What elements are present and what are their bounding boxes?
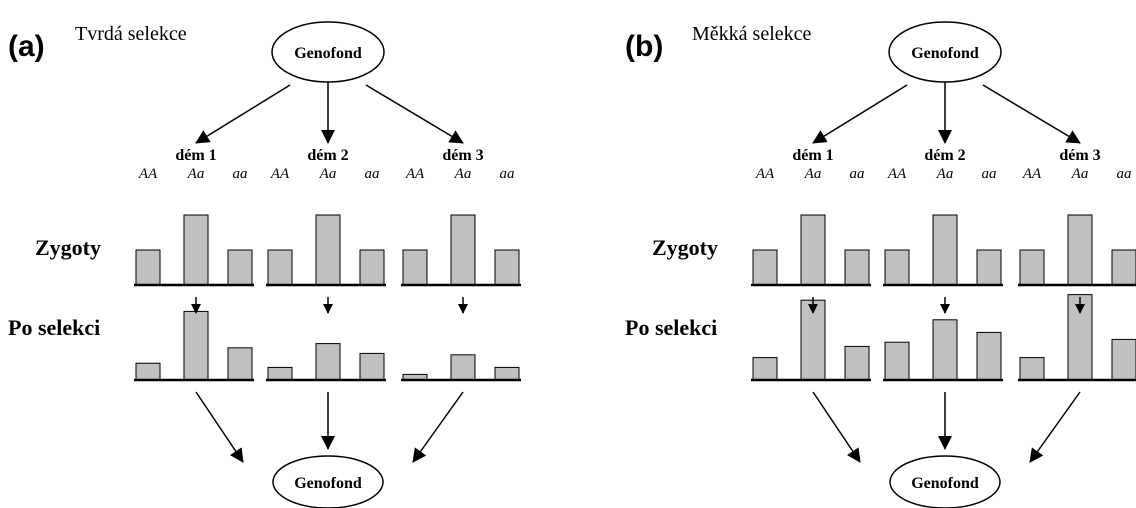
arrow [365, 84, 464, 144]
genotype-label: aa [365, 166, 380, 182]
arrow [412, 391, 464, 463]
bar [1067, 214, 1093, 286]
bar [359, 249, 385, 286]
genotype-label: aa [233, 166, 248, 182]
genotype-label: AA [270, 166, 290, 182]
genotype-label: AA [405, 166, 425, 182]
bar [359, 352, 385, 381]
deme-label: dém 3 [1059, 147, 1100, 164]
bar [315, 343, 341, 381]
deme-label: dém 1 [175, 147, 216, 164]
bar [267, 366, 293, 381]
bar [932, 214, 958, 286]
bar [1019, 249, 1045, 286]
bar [844, 345, 870, 381]
genotype-label: aa [850, 166, 865, 182]
arrow [195, 84, 291, 144]
genotype-label: Aa [936, 166, 954, 182]
bar [183, 214, 209, 286]
arrow [982, 84, 1081, 144]
bar [135, 249, 161, 286]
bar [884, 249, 910, 286]
arrow [812, 84, 908, 144]
genotype-label: AA [755, 166, 775, 182]
pool-bottom-label: Genofond [911, 475, 979, 492]
bar [844, 249, 870, 286]
pool-bottom-label: Genofond [294, 475, 362, 492]
genotype-label: AA [887, 166, 907, 182]
genotype-label: aa [1117, 166, 1132, 182]
row-label: Zygoty [35, 235, 101, 260]
genotype-label: aa [982, 166, 997, 182]
panel-title: Tvrdá selekce [75, 23, 187, 45]
arrow [812, 391, 861, 463]
panel-label: (a) [8, 30, 45, 63]
bar [494, 249, 520, 286]
bar [450, 214, 476, 286]
pool-bottom [889, 455, 1001, 508]
deme-label: dém 2 [924, 147, 965, 164]
bar [267, 249, 293, 286]
bar [1111, 338, 1136, 381]
bar [752, 249, 778, 286]
deme-label: dém 1 [792, 147, 833, 164]
row-label: Po selekci [8, 315, 100, 340]
bar [135, 362, 161, 381]
genotype-label: Aa [454, 166, 472, 182]
genotype-label: Aa [187, 166, 205, 182]
bar [227, 249, 253, 286]
bar [752, 357, 778, 381]
genotype-label: aa [500, 166, 515, 182]
bar [1111, 249, 1136, 286]
genotype-label: AA [138, 166, 158, 182]
row-label: Po selekci [625, 315, 717, 340]
genotype-label: AA [1022, 166, 1042, 182]
bar [402, 249, 428, 286]
bar [976, 331, 1002, 381]
genotype-label: Aa [1071, 166, 1089, 182]
arrow [1029, 391, 1081, 463]
bar [450, 354, 476, 381]
bar [315, 214, 341, 286]
genotype-label: Aa [319, 166, 337, 182]
pool-bottom [272, 455, 384, 508]
bar [494, 366, 520, 381]
arrow [195, 391, 244, 463]
bar [884, 341, 910, 381]
panel-title: Měkká selekce [692, 23, 812, 45]
genotype-label: Aa [804, 166, 822, 182]
pool-top-label: Genofond [911, 45, 979, 62]
panel-label: (b) [625, 30, 663, 63]
deme-label: dém 2 [307, 147, 348, 164]
bar [800, 214, 826, 286]
pool-top-label: Genofond [294, 45, 362, 62]
deme-label: dém 3 [442, 147, 483, 164]
bar [1019, 357, 1045, 381]
bar [227, 347, 253, 381]
bar [183, 310, 209, 381]
bar [976, 249, 1002, 286]
row-label: Zygoty [652, 235, 718, 260]
bar [932, 319, 958, 381]
